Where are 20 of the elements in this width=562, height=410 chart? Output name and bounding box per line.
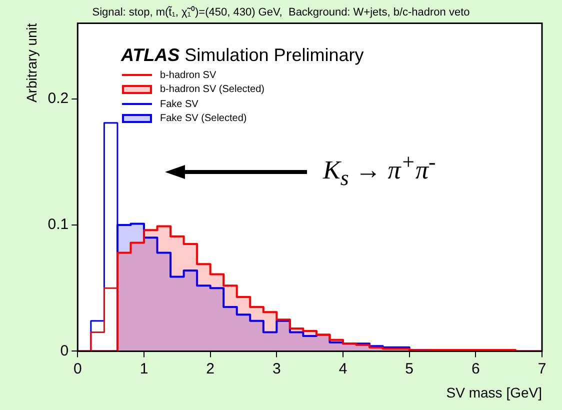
x-tick-label: 4 (338, 360, 348, 378)
annotation: K$_{s}$ → π$^{+}$π$^{-}$ (323, 150, 436, 191)
x-tick-label: 3 (272, 360, 281, 378)
y-tick-label: 0.2 (48, 90, 69, 108)
legend-label: b-hadron SV (160, 70, 216, 81)
x-tick-label: 1 (140, 360, 148, 378)
x-tick-label: 2 (206, 360, 214, 378)
legend-label: b-hadron SV (Selected) (160, 84, 265, 96)
x-tick-label: 5 (405, 360, 414, 378)
chart-title: Signal: stop, m(t̃₁, χ̃₁⁰)=(450, 430) GeV, Background: W+jets, b/c-hadron veto (92, 6, 470, 19)
x-tick-label: 0 (73, 360, 82, 378)
y-tick-label: 0 (60, 342, 69, 360)
y-axis-title: Arbitrary unit (23, 23, 40, 103)
x-tick-label: 7 (538, 360, 546, 378)
legend-label: Fake SV (Selected) (160, 113, 247, 124)
x-tick-label: 6 (471, 360, 480, 378)
y-tick-label: 0.1 (48, 216, 69, 234)
x-axis-title: SV mass [GeV] (446, 384, 542, 400)
annotation: ATLAS Simulation Preliminary (121, 45, 364, 66)
legend-label: Fake SV (160, 98, 198, 110)
